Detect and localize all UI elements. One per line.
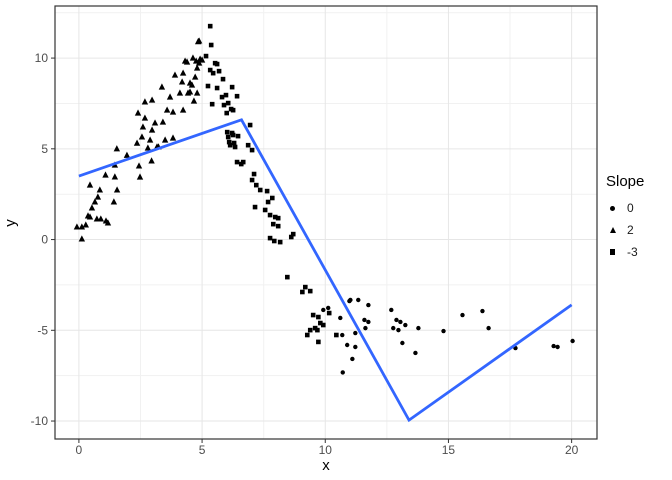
triangle-point-icon [604, 227, 621, 233]
svg-text:-10: -10 [31, 414, 49, 428]
svg-text:15: 15 [442, 443, 456, 457]
legend-entry-slope-neg3: -3 [604, 241, 670, 263]
legend: Slope 0 2 -3 [604, 173, 670, 263]
legend-label: -3 [627, 245, 638, 259]
legend-label: 0 [627, 201, 634, 215]
svg-text:5: 5 [199, 443, 206, 457]
svg-text:0: 0 [76, 443, 83, 457]
svg-text:10: 10 [319, 443, 333, 457]
legend-label: 2 [627, 223, 634, 237]
svg-text:0: 0 [41, 233, 48, 247]
svg-text:20: 20 [565, 443, 579, 457]
legend-entry-slope-2: 2 [604, 219, 670, 241]
y-axis-title: y [2, 219, 19, 227]
x-axis-title: x [322, 457, 330, 474]
svg-text:5: 5 [41, 142, 48, 156]
circle-point-icon [604, 205, 621, 211]
square-point-icon [604, 249, 621, 255]
svg-text:10: 10 [35, 51, 49, 65]
svg-text:-5: -5 [37, 323, 48, 337]
legend-title: Slope [606, 173, 645, 190]
legend-entry-slope-0: 0 [604, 197, 670, 219]
